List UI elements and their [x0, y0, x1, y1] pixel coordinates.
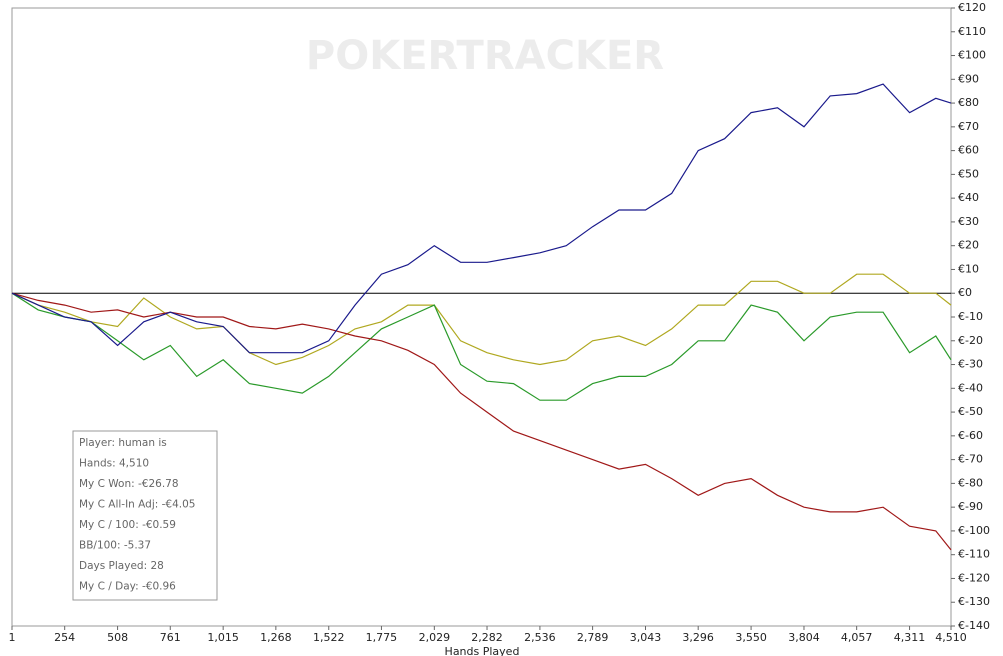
- y-tick-label: €-50: [958, 405, 983, 418]
- stats-line: My C Won: -€26.78: [79, 478, 179, 490]
- series-line: [11, 292, 952, 401]
- y-tick-label: €0: [958, 286, 972, 299]
- y-tick-label: €-20: [958, 334, 983, 347]
- x-tick-label: 508: [107, 631, 128, 644]
- y-tick-label: €-130: [958, 595, 990, 608]
- x-tick-label: 1,268: [260, 631, 292, 644]
- stats-line: My C / 100: -€0.59: [79, 519, 176, 531]
- x-tick-label: 3,043: [630, 631, 662, 644]
- y-tick-label: €-110: [958, 548, 990, 561]
- y-tick-label: €110: [958, 25, 986, 38]
- y-tick-label: €-40: [958, 381, 983, 394]
- x-tick-label: 1,775: [366, 631, 398, 644]
- y-tick-label: €-90: [958, 500, 983, 513]
- x-tick-label: 2,789: [577, 631, 609, 644]
- stats-line: My C All-In Adj: -€4.05: [79, 499, 195, 511]
- watermark: POKERTRACKER: [306, 33, 664, 79]
- y-tick-label: €-100: [958, 524, 990, 537]
- y-tick-label: €-10: [958, 310, 983, 323]
- stats-line: My C / Day: -€0.96: [79, 581, 176, 593]
- x-tick-label: 2,536: [524, 631, 556, 644]
- stats-line: BB/100: -5.37: [79, 540, 151, 552]
- x-axis-label: Hands Played: [445, 645, 520, 656]
- y-tick-label: €-120: [958, 571, 990, 584]
- stats-box: [72, 430, 218, 601]
- y-tick-label: €30: [958, 215, 979, 228]
- y-tick-label: €-30: [958, 358, 983, 371]
- x-tick-label: 761: [160, 631, 181, 644]
- y-tick-label: €50: [958, 167, 979, 180]
- y-tick-label: €80: [958, 96, 979, 109]
- x-tick-label: 3,804: [788, 631, 820, 644]
- x-tick-label: 4,510: [935, 631, 967, 644]
- stats-line: Hands: 4,510: [79, 458, 149, 470]
- x-tick-label: 1,015: [207, 631, 239, 644]
- x-tick-label: 1,522: [313, 631, 345, 644]
- y-tick-label: €-70: [958, 453, 983, 466]
- y-tick-label: €-60: [958, 429, 983, 442]
- y-tick-label: €100: [958, 49, 986, 62]
- x-tick-label: 4,311: [894, 631, 926, 644]
- x-tick-label: 2,029: [419, 631, 451, 644]
- y-tick-label: €70: [958, 120, 979, 133]
- x-tick-label: 254: [54, 631, 75, 644]
- y-tick-label: €10: [958, 262, 979, 275]
- y-tick-label: €-80: [958, 476, 983, 489]
- stats-line: Player: human is: [79, 437, 167, 449]
- stats-line: Days Played: 28: [79, 560, 164, 572]
- x-tick-label: 3,296: [682, 631, 714, 644]
- x-tick-label: 1: [9, 631, 16, 644]
- x-tick-label: 4,057: [841, 631, 873, 644]
- x-tick-label: 2,282: [471, 631, 503, 644]
- y-tick-label: €-140: [958, 619, 990, 632]
- y-tick-label: €120: [958, 1, 986, 14]
- y-tick-label: €40: [958, 191, 979, 204]
- series-line: [11, 273, 952, 366]
- y-tick-label: €90: [958, 72, 979, 85]
- x-tick-label: 3,550: [735, 631, 767, 644]
- series-line: [11, 83, 952, 354]
- y-tick-label: €60: [958, 144, 979, 157]
- y-tick-label: €20: [958, 239, 979, 252]
